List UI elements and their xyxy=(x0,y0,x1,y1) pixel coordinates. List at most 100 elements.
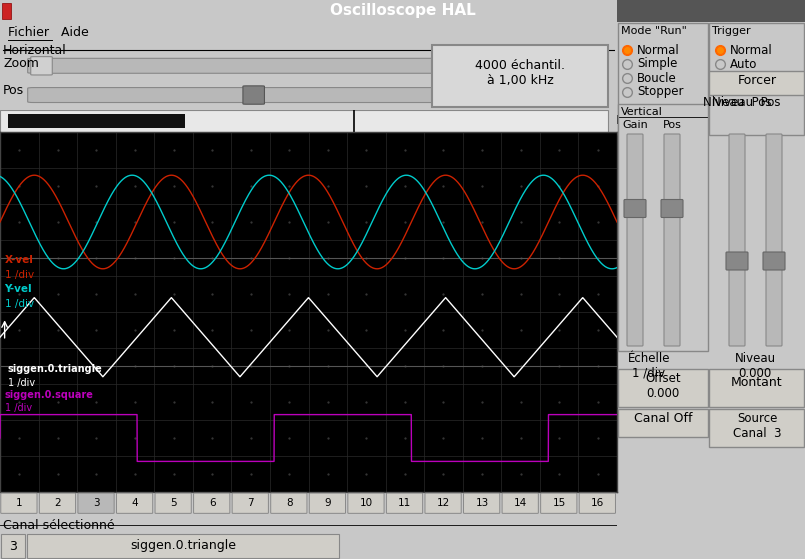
Text: Niveau
0.000: Niveau 0.000 xyxy=(734,352,775,380)
Text: Y-vel: Y-vel xyxy=(5,284,32,294)
Text: Échelle
1 /div: Échelle 1 /div xyxy=(628,352,671,380)
FancyBboxPatch shape xyxy=(309,493,345,513)
Text: Offset
0.000: Offset 0.000 xyxy=(645,372,681,400)
Text: 14: 14 xyxy=(514,498,527,508)
FancyBboxPatch shape xyxy=(541,493,577,513)
Text: Canal sélectionné: Canal sélectionné xyxy=(3,519,114,532)
Text: siggen.0.triangle: siggen.0.triangle xyxy=(8,364,102,375)
FancyBboxPatch shape xyxy=(618,23,708,135)
Text: 11: 11 xyxy=(398,498,411,508)
Text: Normal: Normal xyxy=(730,44,773,56)
Text: Boucle: Boucle xyxy=(637,72,677,84)
FancyBboxPatch shape xyxy=(232,493,268,513)
FancyBboxPatch shape xyxy=(664,134,680,346)
Bar xyxy=(617,0,805,22)
FancyBboxPatch shape xyxy=(726,252,748,270)
Text: 3: 3 xyxy=(93,498,100,508)
Text: siggen.0.triangle: siggen.0.triangle xyxy=(130,539,236,552)
FancyBboxPatch shape xyxy=(709,409,804,447)
Text: 1 /div: 1 /div xyxy=(8,378,35,388)
Text: 2: 2 xyxy=(55,498,61,508)
FancyBboxPatch shape xyxy=(763,252,785,270)
Text: Montant: Montant xyxy=(731,376,782,389)
FancyBboxPatch shape xyxy=(709,23,804,135)
FancyBboxPatch shape xyxy=(1,534,25,558)
FancyBboxPatch shape xyxy=(1,493,37,513)
Text: siggen.0.square: siggen.0.square xyxy=(5,390,93,400)
FancyBboxPatch shape xyxy=(661,200,683,217)
FancyBboxPatch shape xyxy=(618,409,708,437)
Text: □: □ xyxy=(791,6,800,16)
Text: Fichier   Aide: Fichier Aide xyxy=(8,26,89,39)
Text: 8: 8 xyxy=(286,498,292,508)
FancyBboxPatch shape xyxy=(580,493,616,513)
FancyBboxPatch shape xyxy=(627,134,643,346)
Text: 6: 6 xyxy=(208,498,216,508)
FancyBboxPatch shape xyxy=(193,493,230,513)
Text: 1 /div: 1 /div xyxy=(5,299,34,309)
FancyBboxPatch shape xyxy=(27,88,483,102)
Text: —: — xyxy=(779,6,789,16)
FancyBboxPatch shape xyxy=(729,134,745,346)
Text: 15: 15 xyxy=(552,498,566,508)
Text: Horizontal: Horizontal xyxy=(3,44,67,57)
Text: Source
Canal  3: Source Canal 3 xyxy=(733,412,781,440)
FancyBboxPatch shape xyxy=(117,493,153,513)
Text: Mode "Run": Mode "Run" xyxy=(621,26,687,36)
FancyBboxPatch shape xyxy=(27,58,483,73)
Text: Simple: Simple xyxy=(637,58,677,70)
Bar xyxy=(2,3,11,18)
Text: Trigger: Trigger xyxy=(712,26,750,36)
Text: Stopper: Stopper xyxy=(637,86,683,98)
Text: Gain: Gain xyxy=(622,120,648,130)
Text: PRE-TRIG: PRE-TRIG xyxy=(616,115,673,127)
FancyBboxPatch shape xyxy=(709,71,804,95)
FancyBboxPatch shape xyxy=(624,200,646,217)
Text: Normal: Normal xyxy=(637,44,679,56)
FancyBboxPatch shape xyxy=(243,86,265,104)
Text: 4: 4 xyxy=(132,498,138,508)
Text: 10: 10 xyxy=(360,498,373,508)
Text: 1: 1 xyxy=(16,498,23,508)
FancyBboxPatch shape xyxy=(270,493,307,513)
Text: Canal Off: Canal Off xyxy=(634,412,692,425)
FancyBboxPatch shape xyxy=(27,534,339,558)
Text: ✕: ✕ xyxy=(799,6,805,16)
FancyBboxPatch shape xyxy=(618,369,708,407)
FancyBboxPatch shape xyxy=(348,493,384,513)
FancyBboxPatch shape xyxy=(431,45,609,107)
Text: 7: 7 xyxy=(247,498,254,508)
FancyBboxPatch shape xyxy=(31,56,52,75)
Text: 16: 16 xyxy=(591,498,605,508)
Text: Forcer: Forcer xyxy=(737,74,777,87)
Text: Vertical: Vertical xyxy=(621,107,663,117)
FancyBboxPatch shape xyxy=(709,369,804,407)
Bar xyxy=(8,115,185,127)
Text: Zoom: Zoom xyxy=(3,57,39,70)
FancyBboxPatch shape xyxy=(502,493,539,513)
Text: 1 /div: 1 /div xyxy=(5,403,31,413)
FancyBboxPatch shape xyxy=(618,104,708,351)
Bar xyxy=(0,110,608,132)
FancyBboxPatch shape xyxy=(425,493,461,513)
FancyBboxPatch shape xyxy=(464,493,500,513)
Text: Pos: Pos xyxy=(3,84,24,97)
Text: X-vel: X-vel xyxy=(5,255,34,266)
Text: Auto: Auto xyxy=(730,58,758,70)
FancyBboxPatch shape xyxy=(766,134,782,346)
FancyBboxPatch shape xyxy=(78,493,114,513)
FancyBboxPatch shape xyxy=(386,493,423,513)
Text: 4000 échantil.
à 1,00 kHz: 4000 échantil. à 1,00 kHz xyxy=(475,59,565,87)
Text: 12: 12 xyxy=(437,498,450,508)
Text: Oscilloscope HAL: Oscilloscope HAL xyxy=(329,3,476,18)
Text: 3: 3 xyxy=(9,539,17,552)
Text: 13: 13 xyxy=(476,498,489,508)
Text: 1 /div: 1 /div xyxy=(5,270,34,280)
FancyBboxPatch shape xyxy=(155,493,192,513)
Text: Pos: Pos xyxy=(663,120,682,130)
Text: Niveau  Pos: Niveau Pos xyxy=(712,96,781,109)
Text: 9: 9 xyxy=(324,498,331,508)
Text: Niveau  Pos: Niveau Pos xyxy=(703,96,771,109)
FancyBboxPatch shape xyxy=(39,493,76,513)
Text: 5: 5 xyxy=(170,498,177,508)
